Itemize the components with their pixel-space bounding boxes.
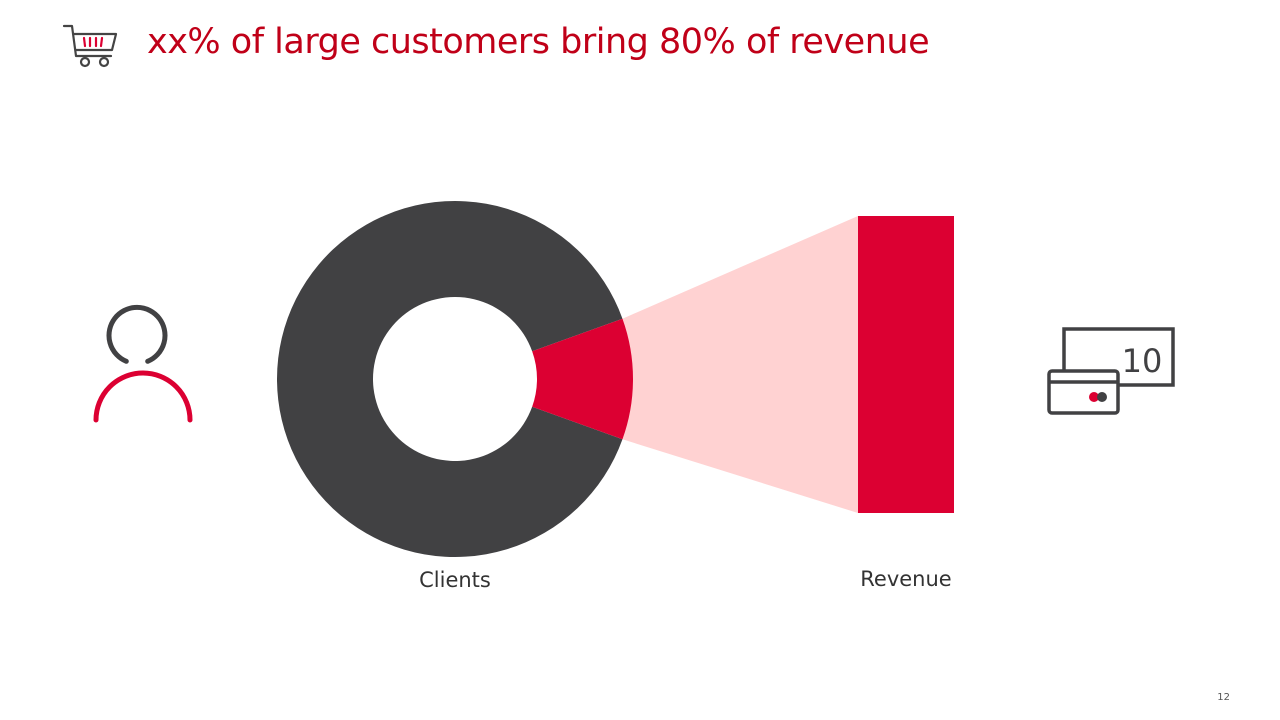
payment-card-banknote-icon: 10 [1044,324,1178,420]
clients-label: Clients [419,568,491,592]
donut-segment-other-customers [277,201,623,558]
donut-segment-large-customers [532,318,634,440]
funnel-highlight [622,216,858,513]
shopping-cart-icon [62,22,120,70]
revenue-label: Revenue [860,567,952,591]
revenue-bar [858,216,954,513]
page-number: 12 [1217,692,1230,703]
slide-title: xx% of large customers bring 80% of reve… [147,22,930,62]
banknote-value: 10 [1122,342,1163,380]
person-icon [88,300,198,430]
